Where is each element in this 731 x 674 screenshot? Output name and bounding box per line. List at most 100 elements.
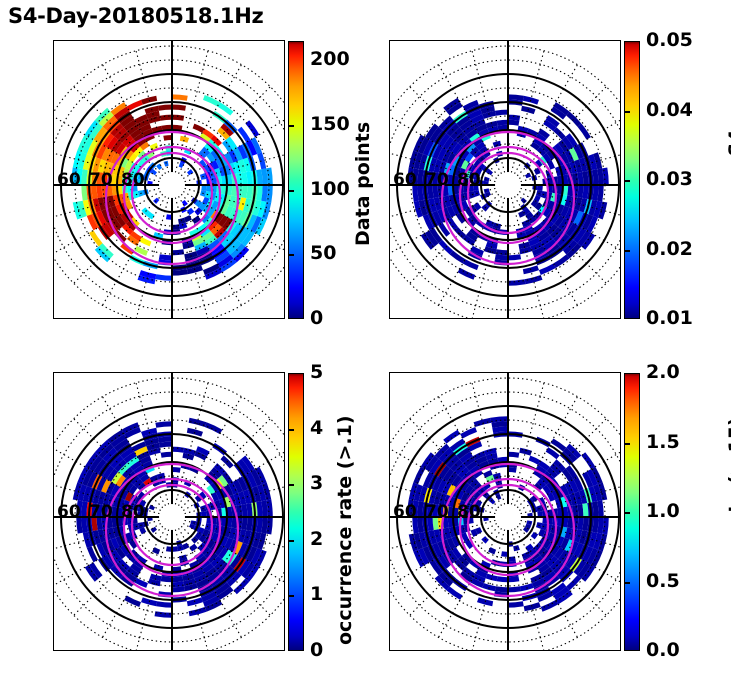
heatmap-cell — [106, 185, 113, 197]
heatmap-cell — [537, 591, 554, 603]
heatmap-cell — [582, 517, 589, 531]
heatmap-cell — [115, 547, 126, 559]
heatmap-cell — [460, 532, 470, 543]
heatmap-cell — [451, 154, 461, 167]
heatmap-cell — [119, 212, 130, 224]
heatmap-cell — [530, 241, 544, 252]
heatmap-cell — [201, 510, 207, 517]
heatmap-cell — [454, 226, 467, 239]
heatmap-cell — [111, 139, 122, 153]
heatmap-cell — [141, 207, 150, 216]
heatmap-cell — [443, 195, 452, 208]
heatmap-cell — [120, 115, 135, 128]
heatmap-cell — [245, 120, 260, 138]
heatmap-cell — [182, 452, 195, 461]
heatmap-cell — [454, 558, 467, 571]
heatmap-cell — [558, 549, 569, 563]
heatmap-cell — [475, 219, 486, 229]
heatmap-cell — [172, 114, 185, 121]
colorbar-occurrence-rate-15[interactable] — [624, 373, 640, 651]
heatmap-cell — [536, 545, 547, 556]
heatmap-cell — [224, 205, 234, 218]
heatmap-cell — [449, 250, 466, 264]
heatmap-cell — [96, 503, 103, 517]
heatmap-cell — [577, 230, 591, 247]
heatmap-cell — [447, 139, 458, 153]
heatmap-cell — [115, 154, 125, 167]
heatmap-cell — [133, 478, 144, 489]
heatmap-cell — [154, 611, 172, 618]
heatmap-cell — [559, 194, 568, 206]
radial-tick-70: 70 — [89, 170, 113, 190]
heatmap-cell — [460, 427, 477, 439]
heatmap-cell — [590, 549, 603, 568]
heatmap-cell — [128, 539, 138, 550]
heatmap-cell — [110, 152, 120, 165]
heatmap-cell — [555, 535, 565, 548]
heatmap-cell — [438, 160, 447, 174]
heatmap-cell — [126, 235, 140, 246]
heatmap-cell — [540, 235, 554, 246]
heatmap-cell — [128, 152, 138, 163]
heatmap-cell — [133, 559, 145, 570]
heatmap-cell — [467, 441, 483, 452]
colorbar-occurrence-rate-1[interactable] — [288, 373, 304, 651]
heatmap-cell — [250, 469, 262, 486]
heatmap-cell — [115, 535, 125, 548]
heatmap-cell — [246, 546, 258, 563]
heatmap-cell — [165, 546, 172, 552]
heatmap-cell — [473, 491, 482, 500]
heatmap-cell — [76, 500, 83, 517]
heatmap-cell — [111, 549, 122, 563]
heatmap-cell — [496, 576, 508, 583]
heatmap-cell — [459, 570, 473, 583]
heatmap-cell — [469, 464, 481, 475]
heatmap-cell — [115, 486, 125, 499]
heatmap-cell — [102, 222, 115, 237]
heatmap-cell — [141, 154, 150, 163]
colorbar-tick-label: 0 — [310, 307, 324, 329]
heatmap-cell — [494, 586, 508, 593]
heatmap-cell — [530, 141, 541, 151]
heatmap-cell — [106, 517, 113, 529]
heatmap-cell — [420, 232, 435, 250]
heatmap-cell — [178, 554, 188, 562]
heatmap-cell — [482, 150, 491, 159]
heatmap-cell — [528, 237, 541, 247]
colorbar-tick-label: 0.0 — [646, 639, 680, 661]
heatmap-cell — [160, 576, 172, 583]
heatmap-cell — [425, 455, 439, 472]
heatmap-cell — [200, 545, 211, 556]
heatmap-cell — [206, 539, 216, 550]
colorbar-mean-s4[interactable] — [624, 41, 640, 319]
heatmap-cell — [526, 128, 539, 138]
heatmap-cell — [84, 452, 99, 470]
heatmap-cell — [134, 245, 148, 256]
heatmap-cell — [573, 559, 587, 576]
colorbar-tick — [288, 484, 294, 487]
heatmap-cell — [483, 246, 497, 255]
heatmap-cell — [201, 185, 207, 192]
heatmap-cell — [524, 523, 532, 530]
heatmap-cell — [223, 194, 232, 206]
heatmap-cell — [577, 517, 584, 531]
heatmap-cell — [94, 246, 111, 263]
heatmap-cell — [184, 251, 198, 260]
heatmap-cell — [485, 219, 495, 228]
heatmap-cell — [186, 207, 195, 216]
heatmap-cell — [207, 238, 221, 251]
heatmap-cell — [111, 217, 122, 231]
heatmap-cell — [189, 228, 200, 237]
heatmap-cell — [573, 542, 584, 558]
heatmap-cell — [241, 230, 255, 247]
heatmap-cell — [96, 542, 107, 558]
heatmap-cell — [437, 479, 448, 493]
heatmap-cell — [194, 494, 203, 503]
heatmap-cell — [139, 123, 152, 133]
heatmap-cell — [508, 119, 520, 126]
oval-boundary-circle — [458, 477, 558, 577]
colorbar-data-points[interactable] — [288, 41, 304, 319]
colorbar-gradient — [289, 42, 303, 318]
heatmap-cell — [198, 534, 207, 543]
heatmap-cell — [567, 517, 574, 529]
